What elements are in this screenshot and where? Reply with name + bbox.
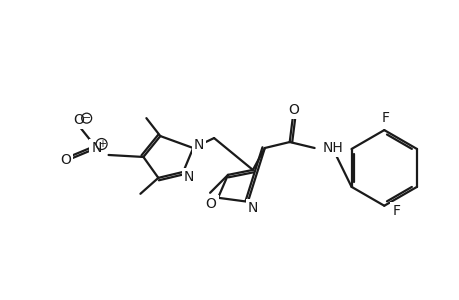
Text: +: + <box>97 139 106 149</box>
Text: O: O <box>73 113 84 127</box>
Text: N: N <box>247 201 257 215</box>
Text: F: F <box>381 111 388 125</box>
Text: O: O <box>205 197 216 211</box>
Text: O: O <box>288 103 298 117</box>
Text: −: − <box>83 113 90 123</box>
Text: F: F <box>392 204 399 218</box>
Text: N: N <box>194 138 204 152</box>
Text: NH: NH <box>322 141 342 155</box>
Text: N: N <box>184 170 194 184</box>
Text: N: N <box>91 141 101 155</box>
Text: O: O <box>60 153 71 167</box>
